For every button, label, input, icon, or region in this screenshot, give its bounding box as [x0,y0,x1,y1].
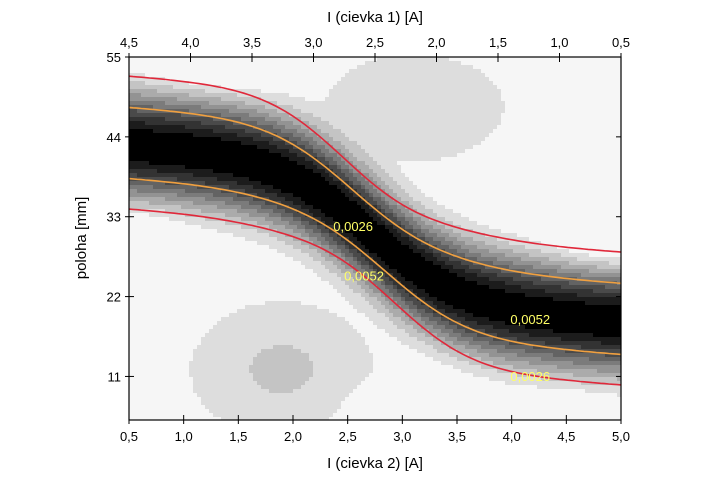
axis-ticks: 0,5 1,0 1,5 2,0 2,5 3,0 3,5 4,0 4,5 5,0 4,5 4,0 3,5 3… [107,35,631,444]
plot-area [129,57,621,420]
x2-tick-label: 4,0 [181,35,199,50]
x-tick-label: 5,0 [612,429,630,444]
x-tick-label: 3,5 [448,429,466,444]
y-tick-label: 55 [107,50,121,65]
x2-tick-label: 4,5 [120,35,138,50]
contour-bands [129,57,621,420]
y-tick-label: 22 [107,290,121,305]
x2-tick-label: 1,0 [550,35,568,50]
contour-line-1 [129,75,621,253]
x2-axis-title: I (cievka 1) [A] [327,9,423,26]
x-tick-label: 4,5 [557,429,575,444]
contour-line-3 [129,177,621,356]
x2-tick-label: 1,5 [489,35,507,50]
x-axis-title: I (cievka 2) [A] [327,455,423,472]
x2-tick-label: 0,5 [612,35,630,50]
contour-value-label: 0,0052 [510,312,550,327]
x-tick-label: 1,0 [175,429,193,444]
contour-labels: 0,0026 0,0052 0,0052 0,0026 [333,219,550,384]
x-tick-label: 2,0 [284,429,302,444]
x-tick-label: 3,0 [393,429,411,444]
highlight-contours [129,75,621,386]
x2-tick-label: 3,0 [304,35,322,50]
y-tick-label: 11 [108,369,122,384]
x-tick-label: 4,0 [503,429,521,444]
contour-line-4 [129,208,621,386]
contour-line-2 [129,106,621,285]
contour-value-label: 0,0026 [333,219,373,234]
x2-tick-label: 3,5 [243,35,261,50]
x2-tick-label: 2,5 [366,35,384,50]
y-axis-title: poloha [mm] [73,197,90,280]
contour-value-label: 0,0052 [344,269,384,284]
x-tick-label: 1,5 [229,429,247,444]
y-tick-label: 44 [107,130,121,145]
y-tick-label: 33 [107,210,121,225]
x-tick-label: 2,5 [339,429,357,444]
contour-value-label: 0,0026 [510,369,550,384]
x-tick-label: 0,5 [120,429,138,444]
x2-tick-label: 2,0 [427,35,445,50]
